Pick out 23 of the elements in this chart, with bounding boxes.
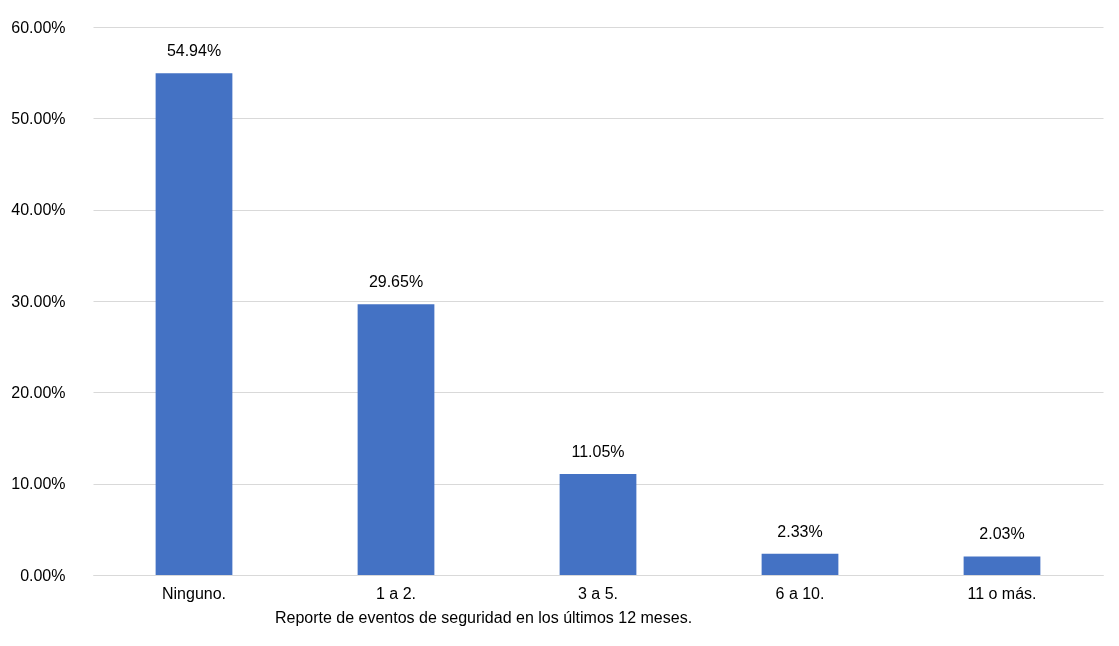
y-tick-label: 10.00% (11, 475, 66, 493)
bar (761, 553, 839, 575)
bar (357, 304, 435, 575)
bar (155, 73, 233, 575)
x-tick-label: 3 a 5. (577, 584, 619, 602)
x-tick-label: 1 a 2. (375, 584, 417, 602)
bar (963, 556, 1041, 575)
data-label: 2.03% (979, 525, 1025, 543)
data-label: 2.33% (777, 522, 823, 540)
y-tick-label: 50.00% (11, 109, 66, 127)
data-label: 11.05% (571, 443, 625, 461)
data-label: 29.65% (368, 273, 424, 291)
x-tick-label: 11 o más. (967, 584, 1037, 602)
bar (559, 474, 637, 575)
x-tick-label: Ninguno. (161, 584, 227, 602)
y-tick-label: 0.00% (20, 566, 66, 584)
x-tick-label: 6 a 10. (775, 584, 825, 602)
y-tick-label: 30.00% (11, 292, 66, 310)
x-axis-title: Reporte de eventos de seguridad en los últimos 12 meses. (274, 608, 693, 626)
y-tick-label: 60.00% (11, 18, 66, 36)
y-tick-label: 40.00% (11, 201, 66, 219)
y-tick-label: 20.00% (11, 383, 66, 401)
data-label: 54.94% (166, 42, 222, 60)
